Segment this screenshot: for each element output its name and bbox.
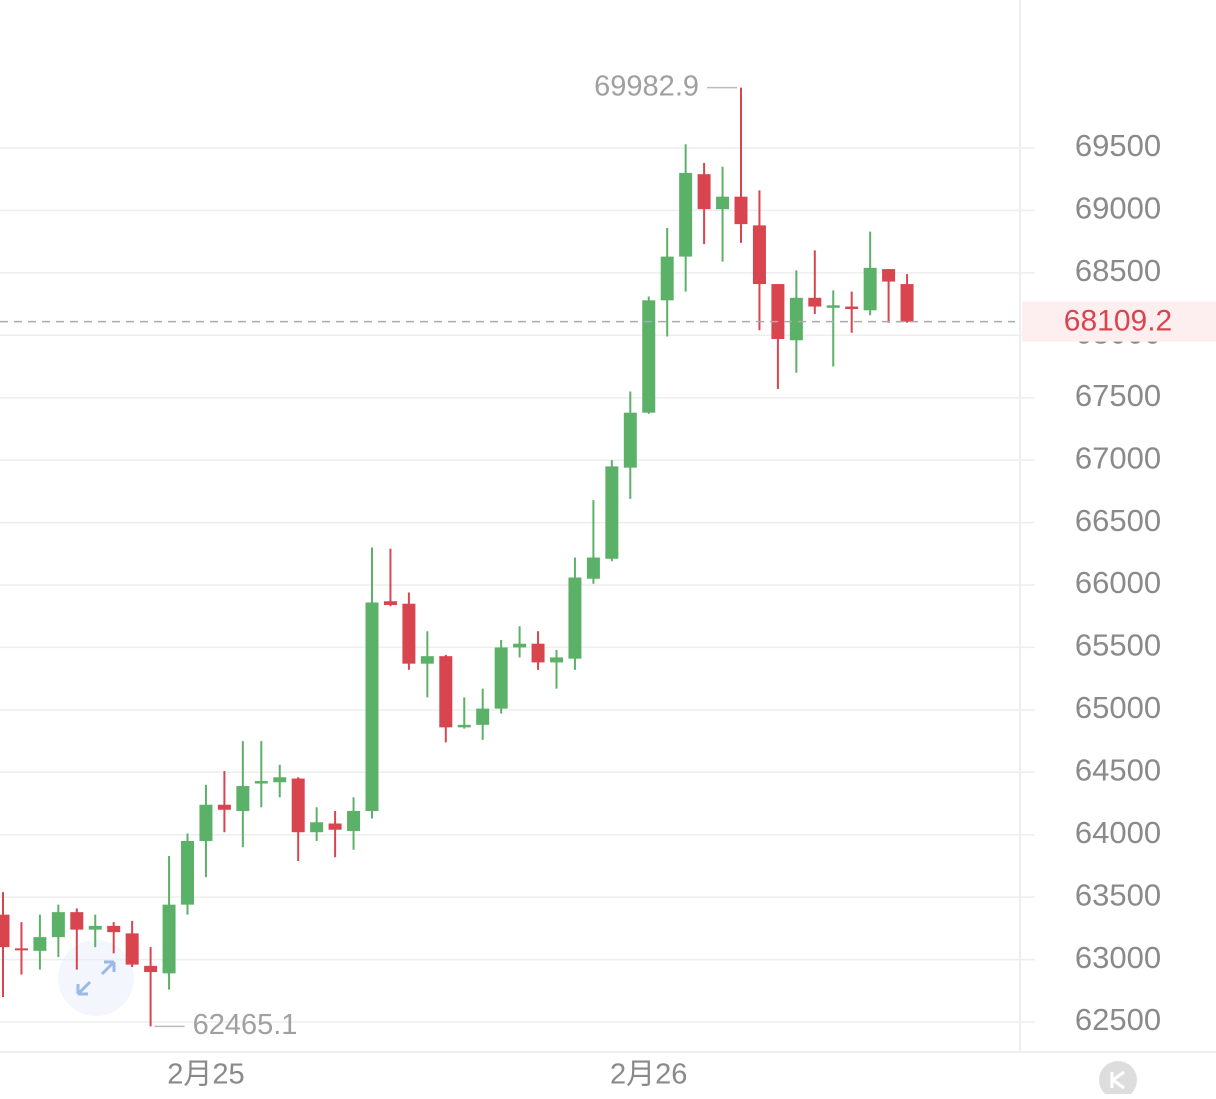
candle-body [882,269,896,282]
y-tick-label: 69000 [1075,191,1161,226]
candle-body [310,822,324,833]
y-tick-label: 69500 [1075,128,1161,163]
candle-body [826,305,840,308]
y-tick-label: 65500 [1075,628,1161,663]
zoom-icon [76,960,116,996]
candle-body [697,174,711,210]
y-tick-label: 66500 [1075,503,1161,538]
candle-body [33,937,47,951]
candle-body [70,912,84,930]
low-label: 62465.1 [193,1009,298,1041]
candle-body [254,781,268,784]
candle-body [623,412,637,468]
y-tick-label: 64000 [1075,815,1161,850]
kline-icon [1110,1070,1125,1090]
y-tick-label: 62500 [1075,1002,1161,1037]
candle-body [550,657,563,663]
candle-body [162,904,176,974]
candle-body [660,256,674,301]
candle-body [494,647,508,709]
candle-body [513,643,527,648]
y-tick-label: 67000 [1075,440,1161,475]
candle-body [531,643,545,663]
candle-body [217,804,231,810]
candle-body [181,840,194,905]
candle-body [808,297,822,307]
last-price-bg [1022,301,1216,342]
candle-body [439,656,453,728]
candle-body [125,933,139,965]
candle-body [328,823,342,830]
candle-body [789,297,803,341]
candle-body [679,172,693,257]
candle-body [144,965,158,973]
x-tick-label: 2月25 [167,1059,244,1091]
candle-body [568,577,582,659]
candle-body [51,912,65,938]
candle-body [347,811,361,831]
kline-button[interactable] [1099,1061,1137,1099]
last-price-label: 68109.2 [1064,305,1172,338]
candle-body [383,601,397,605]
candle-body [199,804,213,841]
y-tick-label: 65000 [1075,690,1161,725]
candle-body [845,306,859,310]
candle-body [900,284,914,322]
candle-body [716,196,730,210]
candle-body [402,603,416,664]
y-tick-label: 64500 [1075,752,1161,787]
candle-body [14,948,28,951]
candle-body [365,602,379,812]
candle-body [88,925,102,930]
candle-body [752,225,766,285]
candle-body [457,724,471,728]
high-label: 69982.9 [594,70,699,102]
y-tick-label: 67500 [1075,378,1161,413]
candle-body [642,300,656,413]
candle-body [771,284,785,340]
candle-body [273,777,287,783]
zoom-button[interactable] [58,940,134,1016]
candle-body [291,778,305,833]
y-tick-label: 63000 [1075,940,1161,975]
y-tick-label: 66000 [1075,565,1161,600]
y-tick-label: 63500 [1075,877,1161,912]
candle-body [0,914,10,948]
candle-body [586,557,600,579]
y-tick-label: 68500 [1075,253,1161,288]
x-tick-label: 2月26 [610,1059,687,1091]
candle-body [863,267,877,311]
candle-body [476,708,490,725]
candle-body [420,656,434,664]
candle-body [734,196,748,225]
candle-body [236,786,250,812]
candle-body [107,925,121,933]
candle-body [605,466,619,559]
